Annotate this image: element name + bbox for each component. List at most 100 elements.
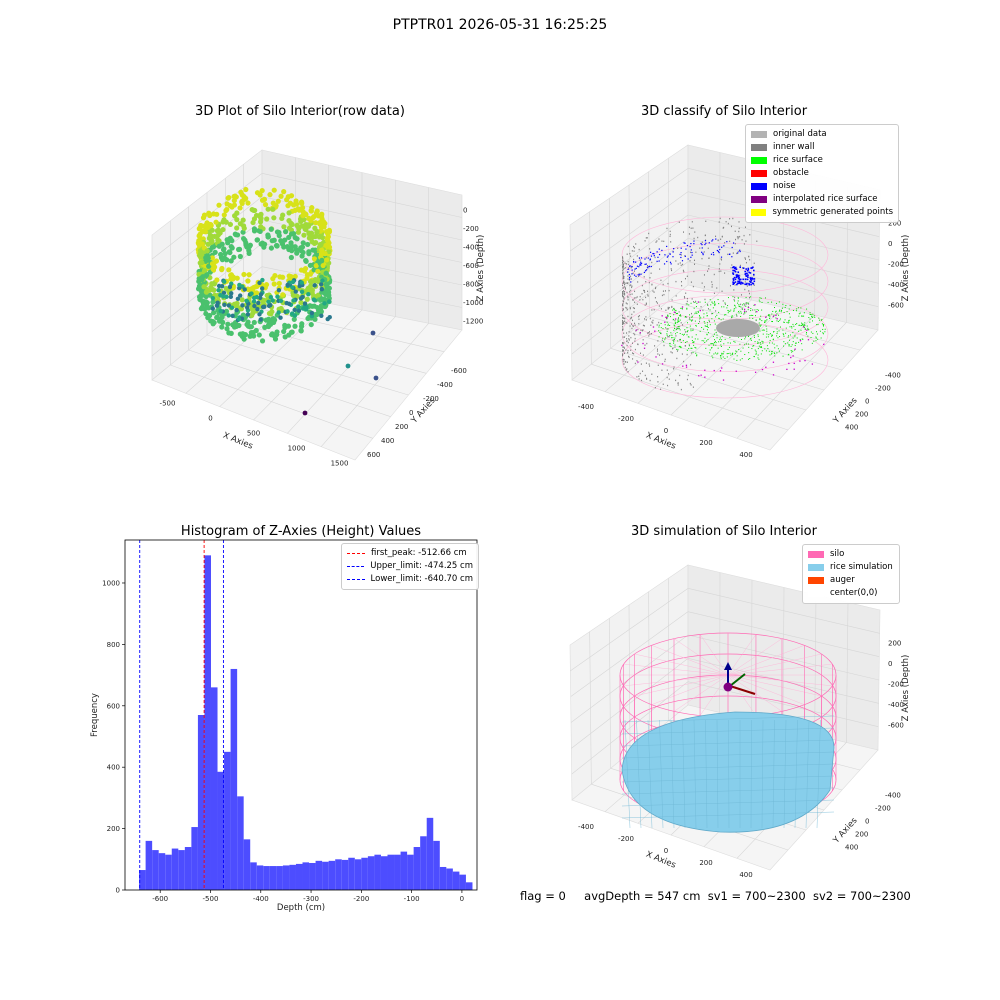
- wall-point: [692, 328, 694, 330]
- data-point: [313, 220, 319, 226]
- rice-surface-point: [762, 341, 764, 343]
- wall-point: [651, 261, 653, 264]
- data-point: [204, 248, 210, 254]
- rice-surface-point: [713, 344, 715, 346]
- wall-point: [629, 293, 631, 296]
- wall-point: [623, 363, 625, 365]
- histogram-bar: [374, 854, 381, 890]
- wall-point: [668, 373, 670, 375]
- rice-surface-point: [673, 341, 675, 343]
- data-point: [306, 235, 312, 241]
- data-point: [288, 220, 294, 226]
- wall-point: [667, 308, 669, 310]
- wall-point: [753, 274, 755, 277]
- wall-point: [642, 324, 644, 327]
- data-point: [286, 301, 292, 307]
- y-tick-label: 400: [107, 764, 120, 772]
- data-point: [320, 262, 326, 269]
- histogram-bar: [367, 856, 375, 890]
- y-tick-label: 0: [116, 887, 120, 895]
- wall-point: [670, 241, 672, 243]
- wall-point: [702, 309, 704, 312]
- data-point: [211, 310, 217, 316]
- data-point: [207, 292, 213, 298]
- data-point: [214, 211, 220, 217]
- rice-surface-point: [727, 297, 729, 299]
- wall-point: [646, 378, 648, 380]
- data-point: [275, 198, 281, 204]
- data-point: [227, 235, 233, 241]
- rice-surface-point: [816, 331, 818, 333]
- rice-surface-point: [817, 338, 819, 340]
- data-point: [258, 224, 264, 230]
- rice-surface-point: [760, 353, 762, 355]
- data-point: [234, 300, 240, 306]
- data-point: [321, 224, 327, 230]
- wall-point: [622, 354, 624, 357]
- wall-point: [653, 291, 655, 293]
- data-point: [271, 237, 277, 243]
- wall-point: [626, 282, 628, 284]
- legend-entry: auger: [808, 574, 894, 587]
- rice-surface-point: [680, 307, 682, 309]
- wall-point: [647, 332, 649, 334]
- wall-point: [622, 316, 624, 319]
- wall-point: [716, 287, 718, 289]
- rice-surface-point: [776, 352, 778, 354]
- data-point: [298, 247, 304, 254]
- data-point: [230, 313, 235, 319]
- x-tick-label: 1500: [331, 460, 349, 468]
- histogram-bar: [407, 854, 414, 890]
- wall-point: [655, 286, 657, 289]
- wall-point: [675, 335, 677, 337]
- legend-swatch: [751, 144, 767, 151]
- data-point: [285, 203, 291, 209]
- data-point: [255, 306, 260, 312]
- data-point: [221, 255, 228, 261]
- data-point: [208, 239, 214, 246]
- rice-surface-point: [801, 338, 803, 340]
- wall-point: [657, 353, 659, 355]
- outlier-point: [373, 375, 379, 381]
- wall-point: [622, 261, 624, 264]
- data-point: [309, 287, 315, 293]
- wall-point: [701, 241, 703, 243]
- wall-point: [632, 307, 634, 309]
- data-point: [303, 258, 309, 264]
- wall-point: [624, 287, 626, 289]
- wall-point: [666, 227, 668, 230]
- wall-point: [750, 280, 752, 283]
- wall-point: [725, 221, 727, 223]
- data-point: [257, 280, 262, 286]
- wall-point: [631, 323, 633, 325]
- wall-point: [733, 298, 735, 301]
- rice-surface-point: [804, 325, 806, 327]
- wall-point: [635, 243, 637, 245]
- wall-point: [645, 316, 647, 318]
- data-point: [311, 303, 317, 309]
- data-point: [304, 296, 310, 302]
- data-point: [234, 225, 240, 231]
- data-point: [319, 247, 325, 253]
- rice-surface-point: [785, 332, 787, 334]
- data-point: [291, 298, 296, 303]
- rice-surface-point: [814, 316, 816, 318]
- rice-surface-point: [754, 341, 756, 343]
- rice-surface-point: [686, 327, 688, 329]
- wall-point: [739, 264, 741, 267]
- rice-surface-point: [822, 325, 824, 327]
- wall-point: [744, 281, 746, 283]
- data-point: [303, 211, 309, 218]
- wall-point: [624, 292, 626, 295]
- data-point: [245, 312, 251, 317]
- rice-surface-point: [693, 307, 695, 309]
- rice-surface-point: [757, 348, 759, 350]
- wall-point: [749, 234, 751, 236]
- data-point: [225, 321, 231, 327]
- wall-point: [622, 326, 624, 328]
- rice-surface-point: [744, 311, 746, 313]
- data-point: [308, 279, 314, 285]
- histogram-bar: [250, 862, 257, 890]
- wall-point: [622, 295, 624, 298]
- wall-point: [622, 287, 624, 289]
